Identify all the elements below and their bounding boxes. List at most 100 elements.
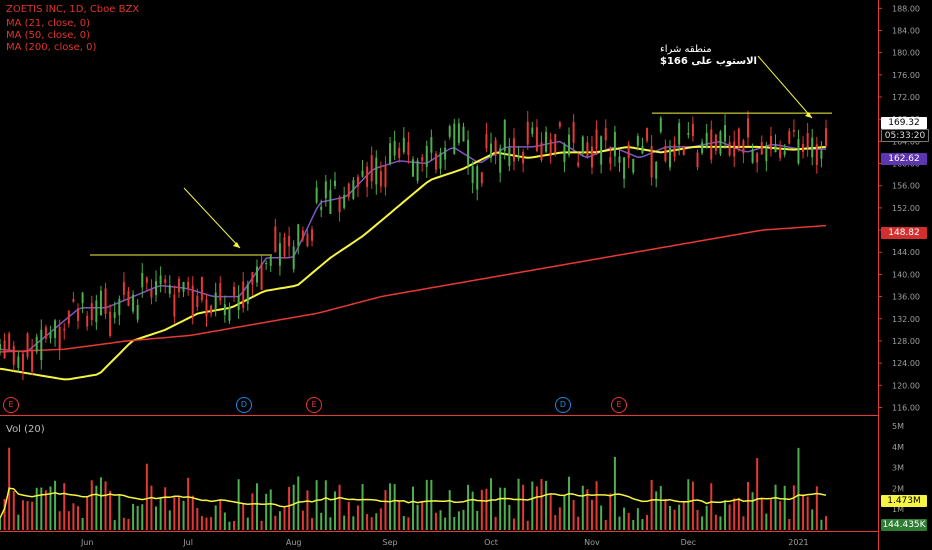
candle-body bbox=[416, 160, 419, 181]
candle-body bbox=[237, 295, 240, 311]
candle-body bbox=[402, 137, 405, 153]
volume-bar bbox=[462, 509, 465, 530]
volume-bar bbox=[223, 512, 226, 530]
volume-bar bbox=[691, 481, 694, 530]
volume-bar bbox=[535, 486, 538, 530]
candle-body bbox=[568, 134, 571, 155]
event-earnings[interactable]: E bbox=[306, 397, 322, 413]
volume-bar bbox=[724, 500, 727, 530]
last-price-label: 169.32 bbox=[881, 117, 927, 129]
candle-body bbox=[361, 170, 364, 177]
event-dividend[interactable]: D bbox=[555, 397, 571, 413]
volume-bar bbox=[737, 497, 740, 530]
candle-body bbox=[12, 345, 15, 365]
volume-bar bbox=[150, 485, 153, 530]
candle-body bbox=[756, 153, 759, 163]
candle-body bbox=[283, 237, 286, 257]
volume-bar bbox=[668, 505, 671, 530]
volume-bar bbox=[581, 485, 584, 530]
volume-bar bbox=[687, 479, 690, 530]
candle-body bbox=[760, 141, 763, 155]
ma21-legend: MA (21, close, 0) bbox=[6, 18, 91, 29]
volume-bar bbox=[779, 501, 782, 530]
candle-body bbox=[613, 131, 616, 157]
candle-body bbox=[802, 144, 805, 153]
candle-body bbox=[788, 130, 791, 144]
candle-body bbox=[301, 230, 304, 240]
volume-bar bbox=[132, 503, 135, 530]
candle-body bbox=[728, 142, 731, 156]
volume-bar bbox=[269, 489, 272, 530]
candle-body bbox=[425, 145, 428, 167]
candle-body bbox=[375, 157, 378, 185]
volume-bar bbox=[145, 463, 148, 530]
volume-bar bbox=[0, 518, 1, 530]
candle-body bbox=[526, 121, 529, 145]
event-earnings[interactable]: E bbox=[3, 397, 19, 413]
candle-body bbox=[517, 155, 520, 159]
candle-body bbox=[820, 150, 823, 159]
x-tick-label: Dec bbox=[681, 538, 696, 547]
candle-body bbox=[333, 180, 336, 187]
arrow-head bbox=[805, 112, 812, 118]
y-tick-label: 128.00 bbox=[892, 337, 920, 346]
volume-bar bbox=[21, 500, 24, 530]
volume-bar bbox=[572, 500, 575, 530]
candle-body bbox=[159, 275, 162, 285]
volume-bar bbox=[416, 504, 419, 530]
volume-bar bbox=[714, 514, 717, 530]
candle-body bbox=[58, 326, 61, 351]
volume-bar bbox=[760, 497, 763, 530]
volume-bar bbox=[182, 500, 185, 530]
volume-bar bbox=[577, 516, 580, 530]
candle-body bbox=[549, 139, 552, 156]
volume-bar bbox=[393, 484, 396, 530]
volume-bar bbox=[636, 508, 639, 530]
candle-body bbox=[742, 140, 745, 154]
volume-bar bbox=[457, 511, 460, 530]
volume-bar bbox=[439, 510, 442, 530]
candle-body bbox=[329, 190, 332, 214]
candle-body bbox=[320, 206, 323, 210]
candle-body bbox=[448, 126, 451, 137]
candle-body bbox=[228, 307, 231, 321]
x-tick-label: 2021 bbox=[788, 538, 808, 547]
candle-body bbox=[682, 145, 685, 156]
y-tick-label: 120.00 bbox=[892, 381, 920, 390]
volume-bar bbox=[797, 447, 800, 530]
volume-ma-line bbox=[0, 487, 827, 519]
event-earnings[interactable]: E bbox=[611, 397, 627, 413]
candle-body bbox=[485, 133, 488, 149]
event-dividend[interactable]: D bbox=[236, 397, 252, 413]
candle-body bbox=[806, 133, 809, 148]
candle-body bbox=[471, 166, 474, 183]
volume-bar bbox=[81, 517, 84, 530]
candle-body bbox=[8, 333, 11, 351]
candle-body bbox=[306, 233, 309, 247]
candle-body bbox=[467, 139, 470, 165]
volume-bar bbox=[412, 486, 414, 530]
candle-body bbox=[242, 281, 245, 309]
candle-body bbox=[696, 152, 699, 168]
volume-bar bbox=[650, 479, 653, 530]
volume-legend: Vol (20) bbox=[6, 424, 45, 435]
volume-bar bbox=[361, 483, 364, 530]
x-tick-label: Oct bbox=[484, 538, 498, 547]
candle-body bbox=[701, 142, 704, 153]
volume-bar bbox=[512, 518, 515, 530]
candle-body bbox=[233, 286, 236, 296]
vol-tick-label: 4M bbox=[892, 443, 904, 452]
candle-body bbox=[668, 148, 671, 168]
volume-bar bbox=[63, 483, 66, 530]
candle-body bbox=[205, 299, 208, 317]
candle-body bbox=[145, 277, 148, 283]
candle-body bbox=[379, 171, 382, 187]
volume-bar bbox=[246, 517, 249, 530]
candle-body bbox=[646, 128, 649, 141]
y-tick-label: 176.00 bbox=[892, 71, 920, 80]
volume-bar bbox=[444, 517, 447, 530]
volume-bar bbox=[623, 507, 626, 530]
candle-body bbox=[407, 142, 410, 156]
candle-body bbox=[177, 279, 180, 293]
